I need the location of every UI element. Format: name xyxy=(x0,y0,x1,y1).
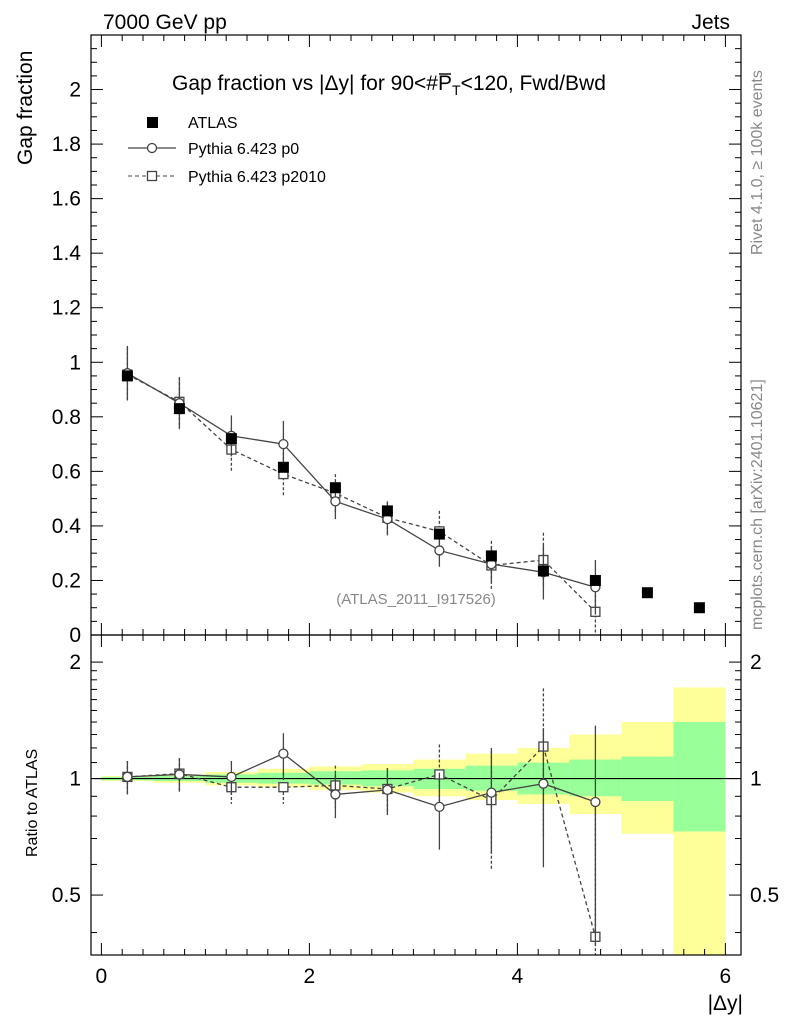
main-p0-point xyxy=(278,438,289,450)
ratio-p0-point xyxy=(538,778,549,789)
legend-p0: Pythia 6.423 p0 xyxy=(188,141,299,158)
main-y-tick-label: 1 xyxy=(69,351,81,374)
main-plot-marks xyxy=(121,345,705,635)
ratio-p0-point xyxy=(434,801,445,813)
ratio-p0-line xyxy=(127,752,596,808)
legend-atlas: ATLAS xyxy=(188,115,238,132)
ratio-p0-point xyxy=(122,771,133,783)
main-y-tick-label: 0.6 xyxy=(52,460,81,483)
x-axis-label: |Δy| xyxy=(708,992,743,1015)
atlas-point xyxy=(537,565,549,577)
ratio-y-tick-label: 0.5 xyxy=(52,884,81,907)
x-tick-label: 4 xyxy=(512,965,524,988)
atlas-point xyxy=(589,574,601,586)
ratio-ylabel: Ratio to ATLAS xyxy=(24,749,41,857)
ratio-p2010-point xyxy=(278,782,289,793)
axes: 0 2 4 6 0 0.2 0.4 0.6 0.8 1 1.2 1.4 1.6 1.8 2 0.5 0.5 1 1 2… xyxy=(52,34,779,988)
ratio-y-tick-label-right: 1 xyxy=(750,768,762,791)
main-ylabel: Gap fraction xyxy=(14,51,37,165)
analysis-watermark: (ATLAS_2011_I917526) xyxy=(336,591,496,608)
main-p0-point xyxy=(330,496,341,507)
ratio-p0-point xyxy=(226,771,237,783)
atlas-point xyxy=(433,528,445,540)
ratio-frame xyxy=(90,634,742,956)
ratio-p2010-line xyxy=(127,745,597,937)
main-y-tick-label: 0.8 xyxy=(52,406,81,429)
title-sub: T xyxy=(452,82,461,98)
rivet-label: Rivet 4.1.0, ≥ 100k events xyxy=(749,70,766,255)
main-y-tick-label: 1.6 xyxy=(52,188,81,211)
legend-p2010-marker xyxy=(146,170,158,182)
main-y-tick-label: 0 xyxy=(69,624,81,647)
atlas-point xyxy=(693,602,705,614)
main-y-tick-label: 2 xyxy=(69,79,81,102)
ratio-p0-point xyxy=(330,789,341,800)
title-prefix: Gap fraction vs |Δy| for 90<# xyxy=(172,72,438,95)
ratio-p0-point xyxy=(382,784,393,796)
main-p0-line xyxy=(127,372,596,588)
ratio-uncertainty-bands xyxy=(91,687,741,955)
title-pt: P xyxy=(438,72,452,95)
ratio-y-tick-label: 1 xyxy=(69,768,81,791)
main-y-tick-label: 1.4 xyxy=(52,242,82,265)
plot-title: Gap fraction vs |Δy| for 90<#PT<120, Fwd… xyxy=(172,72,606,98)
atlas-point xyxy=(121,370,133,382)
x-tick-label: 2 xyxy=(304,965,316,988)
x-tick-label: 0 xyxy=(96,965,108,988)
atlas-point xyxy=(173,403,185,415)
main-y-tick-label: 1.8 xyxy=(52,133,81,156)
header-right: Jets xyxy=(691,11,730,34)
legend: ATLAS Pythia 6.423 p0 Pythia 6.423 p2010 xyxy=(128,115,326,186)
ratio-y-tick-label-right: 0.5 xyxy=(750,884,779,907)
atlas-point xyxy=(329,482,341,494)
atlas-point xyxy=(277,461,289,473)
ratio-plot-marks xyxy=(122,688,601,955)
legend-atlas-marker xyxy=(147,117,158,128)
main-p0-point xyxy=(434,545,445,556)
ratio-p0-point xyxy=(486,787,497,798)
title-suffix: <120, Fwd/Bwd xyxy=(461,72,606,95)
band-green-11 xyxy=(673,722,726,832)
ratio-y-tick-label-right: 2 xyxy=(750,651,762,674)
atlas-point xyxy=(485,550,497,562)
mcplots-label: mcplots.cern.ch [arXiv:2401.10621] xyxy=(749,379,766,630)
main-p2010-line xyxy=(127,373,596,613)
main-y-tick-label: 0.2 xyxy=(52,569,81,592)
atlas-point xyxy=(641,587,653,599)
main-y-tick-label: 1.2 xyxy=(52,297,81,320)
main-y-tick-label: 0.4 xyxy=(52,515,82,538)
header-left: 7000 GeV pp xyxy=(103,11,227,34)
ratio-p0-point xyxy=(278,748,289,759)
atlas-point xyxy=(381,505,393,517)
legend-p2010: Pythia 6.423 p2010 xyxy=(188,169,326,186)
ratio-p0-point xyxy=(590,796,601,808)
ratio-y-tick-label: 2 xyxy=(69,651,81,674)
x-tick-label: 6 xyxy=(720,965,732,988)
atlas-point xyxy=(225,433,237,445)
legend-p0-marker xyxy=(146,142,158,154)
ratio-p0-point xyxy=(174,769,185,780)
